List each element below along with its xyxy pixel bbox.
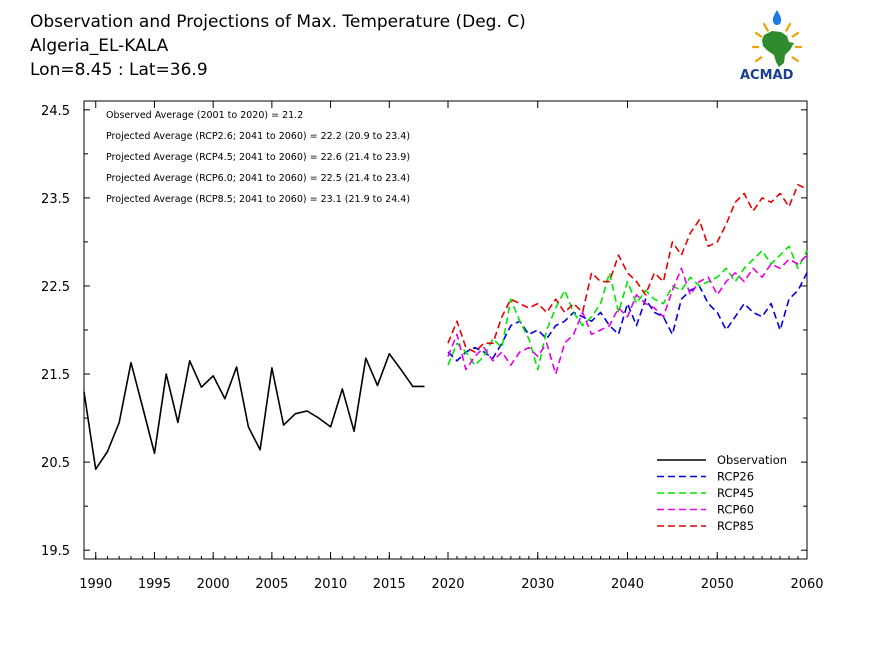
x-tick-label: 2040 bbox=[611, 577, 644, 592]
station-name: Algeria_EL-KALA bbox=[30, 36, 169, 56]
series-line-rcp26 bbox=[447, 272, 808, 362]
x-tick-label: 2010 bbox=[314, 577, 347, 592]
legend-label-rcp85: RCP85 bbox=[717, 519, 754, 533]
legend-label-rcp60: RCP60 bbox=[717, 503, 754, 517]
series-line-rcp85 bbox=[447, 183, 808, 353]
x-tick-label: 1995 bbox=[138, 577, 171, 592]
annotation-line: Projected Average (RCP2.6; 2041 to 2060)… bbox=[106, 131, 410, 142]
x-tick-label: 2050 bbox=[701, 577, 734, 592]
chart-title: Observation and Projections of Max. Temp… bbox=[30, 12, 526, 32]
x-tick-label: 2030 bbox=[521, 577, 554, 592]
water-drop-icon bbox=[772, 10, 782, 25]
annotations: Observed Average (2001 to 2020) = 21.2 Pr… bbox=[106, 110, 410, 205]
axis-ticks: 19.5 20.5 21.5 22.5 23.5 24.5 1990 1995 2000 2005… bbox=[41, 101, 824, 592]
y-tick-label: 23.5 bbox=[41, 192, 70, 207]
legend-label-rcp26: RCP26 bbox=[717, 470, 754, 484]
acmad-logo: ACMAD bbox=[740, 10, 803, 83]
x-tick-label: 2020 bbox=[431, 577, 464, 592]
x-tick-label: 2015 bbox=[373, 577, 406, 592]
annotation-line: Observed Average (2001 to 2020) = 21.2 bbox=[106, 110, 303, 121]
station-coords: Lon=8.45 : Lat=36.9 bbox=[30, 60, 208, 80]
annotation-line: Projected Average (RCP6.0; 2041 to 2060)… bbox=[106, 173, 410, 184]
legend-label-rcp45: RCP45 bbox=[717, 486, 754, 500]
legend-label-observation: Observation bbox=[717, 453, 787, 467]
annotation-line: Projected Average (RCP4.5; 2041 to 2060)… bbox=[106, 152, 410, 163]
series-line-observation bbox=[83, 352, 425, 471]
series-line-rcp45 bbox=[447, 245, 808, 371]
x-tick-label: 1990 bbox=[79, 577, 112, 592]
x-tick-label: 2005 bbox=[255, 577, 288, 592]
y-tick-label: 19.5 bbox=[41, 544, 70, 559]
logo-text: ACMAD bbox=[740, 68, 794, 83]
y-tick-label: 24.5 bbox=[41, 104, 70, 119]
series-line-rcp60 bbox=[447, 254, 808, 375]
y-tick-label: 22.5 bbox=[41, 280, 70, 295]
plot-frame bbox=[83, 100, 808, 560]
annotation-line: Projected Average (RCP8.5; 2041 to 2060)… bbox=[106, 194, 410, 205]
y-tick-label: 21.5 bbox=[41, 368, 70, 383]
legend: Observation RCP26 RCP45 RCP60 RCP85 bbox=[657, 453, 787, 533]
x-tick-label: 2060 bbox=[790, 577, 823, 592]
series-lines bbox=[83, 183, 808, 471]
africa-map-icon bbox=[762, 31, 794, 67]
y-tick-label: 20.5 bbox=[41, 456, 70, 471]
x-tick-label: 2000 bbox=[197, 577, 230, 592]
